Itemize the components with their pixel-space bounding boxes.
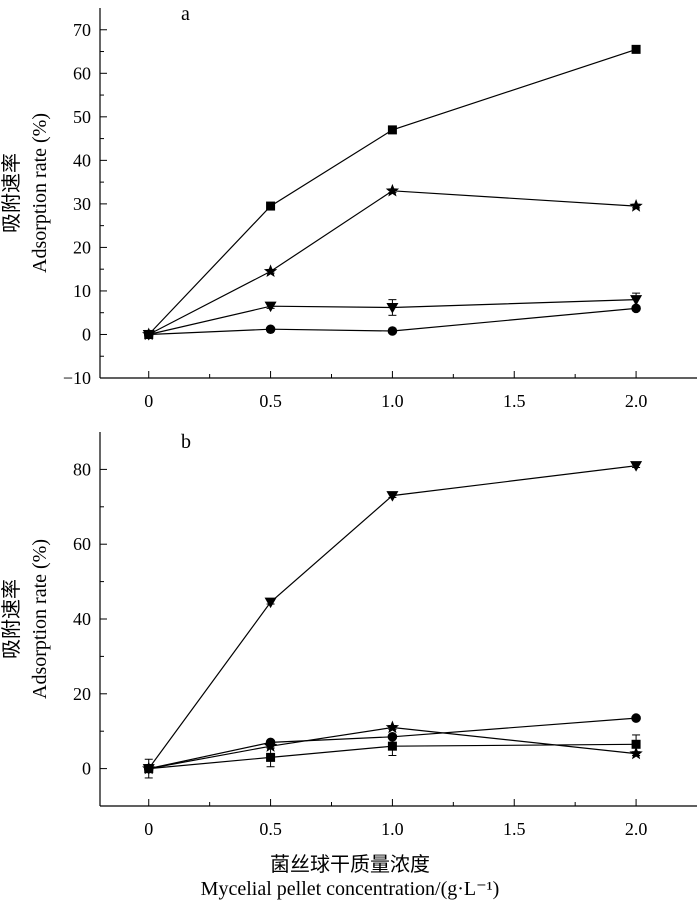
y-tick-label: 30 xyxy=(73,194,91,214)
data-point xyxy=(266,752,276,762)
y-axis-label-english: Adsorption rate (%) xyxy=(29,113,51,273)
data-point xyxy=(385,183,400,197)
series-line xyxy=(148,307,637,336)
series-line xyxy=(148,48,637,335)
y-axis-label-chinese: 吸附速率 xyxy=(0,153,23,233)
data-point xyxy=(629,199,643,212)
y-tick-label: 60 xyxy=(73,63,91,83)
panel-label: a xyxy=(181,3,190,25)
panel-a: −10 0 10 20 30 40 50 60 70 0 0.5 1.0 1.5 2.0 a 吸附速率 Adso… xyxy=(0,3,697,411)
data-point xyxy=(264,301,277,313)
data-point xyxy=(144,764,154,774)
data-point xyxy=(266,201,276,211)
y-tick-label: 60 xyxy=(73,534,91,554)
y-tick-label: 40 xyxy=(73,150,91,170)
data-point xyxy=(631,303,641,314)
y-tick-label: 10 xyxy=(73,281,91,301)
series-line xyxy=(148,465,637,769)
data-point xyxy=(386,491,399,502)
data-point xyxy=(630,295,643,306)
x-tick-label: 0.5 xyxy=(259,391,282,411)
x-tick-label: 0 xyxy=(144,391,153,411)
x-tick-label: 1.0 xyxy=(381,391,404,411)
data-point xyxy=(263,739,278,752)
data-point xyxy=(631,713,641,723)
x-axis-label-english: Mycelial pellet concentration/(g·L⁻¹) xyxy=(200,878,500,900)
series-line xyxy=(148,743,637,770)
y-axis-label-english: Adsorption rate (%) xyxy=(29,539,51,699)
x-tick-label: 0 xyxy=(144,819,153,839)
data-point xyxy=(143,329,154,340)
series-circle xyxy=(143,303,641,340)
x-tick-label: 1.5 xyxy=(503,391,526,411)
data-point xyxy=(386,302,399,314)
data-point xyxy=(387,741,397,751)
x-axis-label-chinese: 菌丝球干质量浓度 xyxy=(270,852,430,876)
y-tick-label: 40 xyxy=(73,609,91,629)
x-tick-label: 0.5 xyxy=(259,819,282,839)
x-tick-label: 1.5 xyxy=(503,819,526,839)
data-point xyxy=(387,326,398,336)
series-triangle-down xyxy=(142,461,643,775)
data-point xyxy=(265,324,276,335)
y-tick-label: 50 xyxy=(73,107,91,127)
data-point xyxy=(385,720,400,734)
data-point xyxy=(263,264,278,278)
y-axis-label-chinese: 吸附速率 xyxy=(0,579,23,659)
y-tick-label: 80 xyxy=(73,459,91,479)
series-line xyxy=(148,299,637,336)
y-tick-label: 0 xyxy=(82,324,91,344)
y-tick-label: 20 xyxy=(73,237,91,257)
data-point xyxy=(631,44,641,54)
data-point xyxy=(631,739,641,749)
y-tick-label: −10 xyxy=(63,368,91,388)
data-point xyxy=(630,461,643,472)
data-point xyxy=(264,597,277,609)
series-square xyxy=(144,734,641,779)
panel-b: 0 20 40 60 80 0 0.5 1.0 1.5 2.0 b 吸附速率 Adsorption ra… xyxy=(0,431,697,839)
series-line xyxy=(148,726,637,770)
x-tick-label: 2.0 xyxy=(625,819,648,839)
series-line xyxy=(148,717,637,770)
data-point xyxy=(387,125,397,135)
x-tick-label: 1.0 xyxy=(381,819,404,839)
series-line xyxy=(148,190,637,336)
y-tick-label: 20 xyxy=(73,684,91,704)
y-tick-label: 70 xyxy=(73,20,91,40)
panel-label: b xyxy=(181,431,191,453)
y-tick-label: 0 xyxy=(82,759,91,779)
x-tick-label: 2.0 xyxy=(625,391,648,411)
